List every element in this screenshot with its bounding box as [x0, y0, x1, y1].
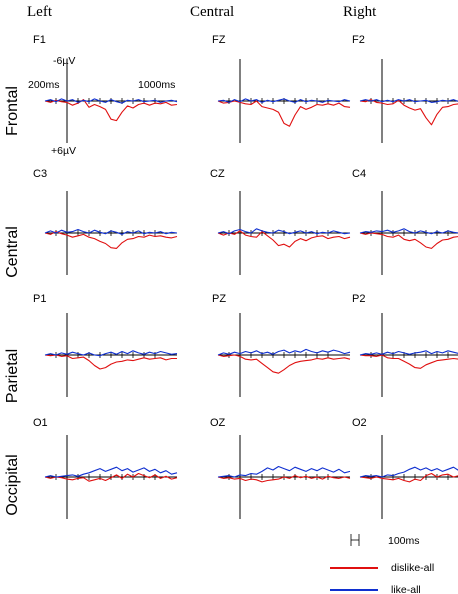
panel-pz: [217, 313, 351, 397]
panel-c3: [44, 191, 178, 275]
panel-p2-trace-dislike-all: [359, 354, 458, 369]
column-title-right: Right: [343, 4, 377, 20]
panel-c3-trace-like-all: [44, 228, 178, 235]
annotation-time-start: 200ms: [28, 79, 60, 91]
column-title-central: Central: [190, 4, 234, 20]
electrode-label-fz: FZ: [212, 34, 226, 46]
panel-fz-trace-like-all: [217, 98, 351, 103]
annotation-time-end: 1000ms: [138, 79, 175, 91]
panel-o2: [359, 435, 458, 519]
electrode-label-p1: P1: [33, 293, 46, 305]
panel-cz: [217, 191, 351, 275]
panel-f2: [359, 59, 458, 143]
panel-c4-trace-like-all: [359, 228, 458, 235]
panel-p2-trace-like-all: [359, 350, 458, 356]
row-title-frontal: Frontal: [4, 86, 21, 136]
panel-oz-trace-dislike-all: [217, 475, 351, 483]
electrode-label-f1: F1: [33, 34, 46, 46]
panel-f2-trace-like-all: [359, 99, 458, 103]
panel-p1-trace-like-all: [44, 350, 178, 357]
erp-panels: [44, 59, 458, 519]
panel-o1: [44, 435, 178, 519]
panel-f2-trace-dislike-all: [359, 99, 458, 126]
panel-o2-trace-like-all: [359, 466, 458, 478]
legend-label-dislike-all: dislike-all: [391, 562, 434, 574]
column-title-left: Left: [27, 4, 53, 20]
electrode-label-oz: OZ: [210, 417, 226, 429]
electrode-label-o2: O2: [352, 417, 367, 429]
panel-p1-trace-dislike-all: [44, 354, 177, 370]
electrode-label-c4: C4: [352, 168, 366, 180]
scale-bar-label: 100ms: [388, 535, 420, 547]
time-scale-bar: [350, 534, 360, 546]
row-title-central: Central: [4, 226, 21, 278]
row-title-occipital: Occipital: [4, 454, 21, 515]
panel-cz-trace-like-all: [217, 228, 351, 235]
panel-f1: [44, 59, 178, 143]
panel-pz-trace-like-all: [217, 348, 351, 356]
panel-p2: [359, 313, 458, 397]
panel-f1-trace-like-all: [44, 98, 178, 104]
panel-c4: [359, 191, 458, 275]
electrode-label-cz: CZ: [210, 168, 225, 180]
panel-o1-trace-like-all: [44, 466, 178, 478]
electrode-label-f2: F2: [352, 34, 365, 46]
panel-pz-trace-dislike-all: [217, 354, 351, 374]
panel-fz: [217, 59, 351, 143]
electrode-label-p2: P2: [352, 293, 365, 305]
row-title-parietal: Parietal: [4, 349, 21, 403]
panel-p1: [44, 313, 178, 397]
panel-o2-trace-dislike-all: [359, 472, 458, 483]
panel-c3-trace-dislike-all: [44, 231, 178, 249]
electrode-label-o1: O1: [33, 417, 48, 429]
panel-oz-trace-like-all: [217, 465, 351, 478]
panel-c4-trace-dislike-all: [359, 232, 458, 249]
panel-f1-trace-dislike-all: [44, 99, 178, 122]
panel-fz-trace-dislike-all: [217, 100, 351, 127]
panel-o1-trace-dislike-all: [44, 472, 178, 482]
legend-label-like-all: like-all: [391, 584, 421, 594]
panel-cz-trace-dislike-all: [217, 230, 351, 248]
annotation-pos-amp: +6µV: [51, 145, 76, 157]
annotation-neg-amp: -6µV: [53, 55, 75, 67]
panel-oz: [217, 435, 351, 519]
electrode-label-c3: C3: [33, 168, 47, 180]
electrode-label-pz: PZ: [212, 293, 226, 305]
